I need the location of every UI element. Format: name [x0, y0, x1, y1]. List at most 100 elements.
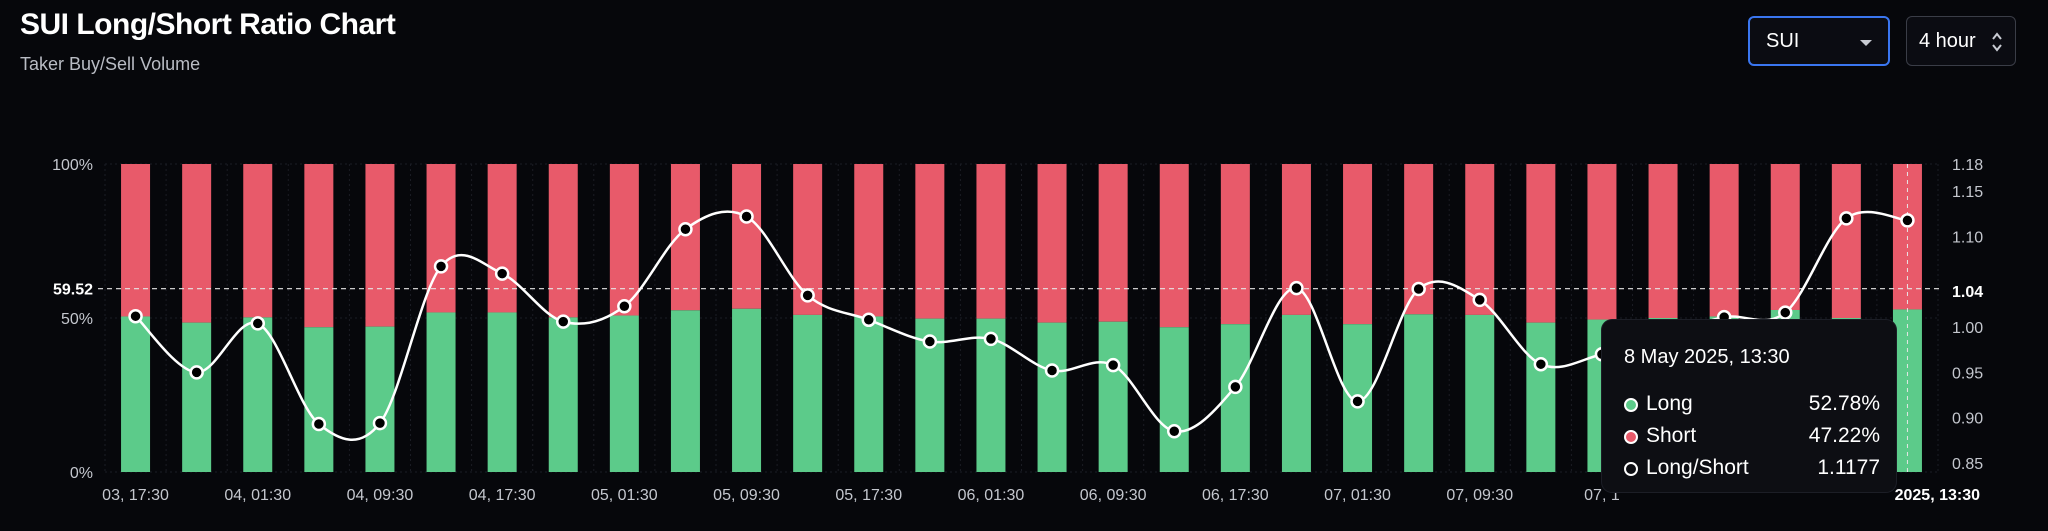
symbol-select-value: SUI: [1766, 30, 1800, 52]
page-title: SUI Long/Short Ratio Chart: [20, 8, 396, 41]
tooltip-ratio-label: Long/Short: [1646, 456, 1749, 479]
y-right-tick-label: 1.15: [1952, 184, 1983, 201]
short-bar: [732, 164, 762, 309]
short-bar: [1465, 164, 1495, 315]
x-tick-label: 05, 09:30: [713, 487, 780, 504]
ratio-point: [983, 331, 999, 347]
short-bar: [1648, 164, 1678, 318]
short-bar: [1587, 164, 1617, 320]
x-tick-label: 05, 01:30: [591, 487, 658, 504]
y-right-tick-label: 0.95: [1952, 365, 1983, 382]
short-bar: [1220, 164, 1250, 325]
long-bar: [243, 317, 273, 472]
tooltip-short-label: Short: [1646, 424, 1697, 447]
ratio-point: [494, 266, 510, 281]
short-bar: [1159, 164, 1189, 328]
y-left-tick-label: 50%: [61, 311, 93, 328]
ratio-point: [1289, 280, 1304, 296]
short-bar: [426, 164, 456, 313]
tooltip-row-ratio: Long/Short 1.1177: [1624, 456, 1880, 482]
long-bar: [1037, 322, 1067, 472]
ratio-point: [678, 221, 693, 237]
tooltip-row-short: Short 47.22%: [1624, 424, 1880, 450]
x-tick-label: 04, 09:30: [347, 487, 414, 504]
x-tick-label: 03, 17:30: [102, 487, 169, 504]
y-left-tick-label: 59.52: [53, 282, 93, 299]
y-right-tick-label: 1.04: [1952, 284, 1983, 301]
ratio-line: [134, 210, 1908, 441]
long-bar: [365, 326, 395, 472]
ratio-point: [1350, 394, 1365, 409]
short-bar: [1037, 164, 1067, 323]
x-tick-label: 04, 01:30: [224, 487, 291, 504]
ratio-point: [250, 316, 265, 331]
long-bar: [1465, 314, 1495, 472]
long-bar: [670, 310, 700, 472]
tooltip-long-value: 52.78%: [1808, 392, 1880, 415]
short-bar: [1770, 164, 1800, 310]
short-bar: [121, 164, 151, 317]
short-bar: [1831, 164, 1861, 318]
interval-select-value: 4 hour: [1919, 30, 1976, 52]
ratio-point: [433, 259, 449, 274]
y-right-tick-label: 1.00: [1952, 320, 1983, 337]
x-tick-label: 07, 01:30: [1324, 487, 1391, 504]
x-tick-label: 06, 17:30: [1202, 487, 1269, 504]
tooltip-short-value: 47.22%: [1808, 424, 1880, 447]
ratio-point: [1411, 281, 1426, 297]
long-bar: [793, 314, 823, 472]
ratio-point: [861, 312, 876, 328]
short-dot-icon: [1624, 430, 1638, 444]
y-left-tick-label: 100%: [52, 157, 93, 174]
ratio-point: [1778, 305, 1793, 320]
long-bar: [182, 322, 212, 472]
ratio-point: [556, 314, 571, 329]
ratio-point: [311, 416, 327, 432]
short-bar: [243, 164, 273, 318]
interval-select[interactable]: 4 hour: [1906, 16, 2016, 66]
x-tick-label: 05, 17:30: [835, 487, 902, 504]
long-bar: [1159, 327, 1189, 472]
ratio-point: [1044, 363, 1060, 378]
tooltip-ratio-value: 1.1177: [1817, 456, 1880, 479]
ratio-point: [1228, 379, 1243, 395]
symbol-select[interactable]: SUI: [1748, 16, 1890, 66]
ratio-point: [617, 298, 632, 314]
short-bar: [1098, 164, 1128, 322]
chart-tooltip: 8 May 2025, 13:30 Long 52.78% Short 47.2…: [1602, 320, 1896, 492]
long-dot-icon: [1624, 398, 1638, 412]
x-tick-label: 07, 09:30: [1446, 487, 1513, 504]
long-bar: [732, 308, 762, 472]
short-bar: [1526, 164, 1556, 323]
x-tick-label: 06, 09:30: [1080, 487, 1147, 504]
short-bar: [365, 164, 395, 327]
long-bar: [854, 316, 884, 472]
ratio-point: [1839, 211, 1854, 226]
ratio-point: [128, 308, 143, 324]
ratio-point: [372, 415, 388, 431]
ratio-dot-icon: [1624, 462, 1638, 476]
y-right-tick-label: 0.85: [1952, 456, 1983, 473]
short-bar: [609, 164, 639, 316]
long-bar: [1404, 314, 1434, 472]
long-bar: [1526, 322, 1556, 472]
y-right-tick-label: 1.10: [1952, 229, 1983, 246]
short-bar: [487, 164, 517, 313]
y-right-tick-label: 0.90: [1952, 411, 1983, 428]
x-tick-label: 2025, 13:30: [1895, 487, 1981, 504]
ratio-point: [922, 334, 938, 349]
long-bar: [609, 315, 639, 472]
y-right-tick-label: 1.18: [1952, 157, 1983, 174]
ratio-point: [189, 365, 204, 380]
ratio-point: [1105, 357, 1121, 373]
short-bar: [1709, 164, 1739, 317]
ratio-point: [800, 288, 815, 303]
long-bar: [1098, 321, 1128, 472]
short-bar: [182, 164, 212, 323]
tooltip-row-long: Long 52.78%: [1624, 392, 1880, 418]
y-left-tick-label: 0%: [70, 465, 93, 482]
long-bar: [426, 312, 456, 472]
ratio-point: [1167, 423, 1182, 439]
short-bar: [548, 164, 578, 318]
long-bar: [1281, 314, 1311, 472]
